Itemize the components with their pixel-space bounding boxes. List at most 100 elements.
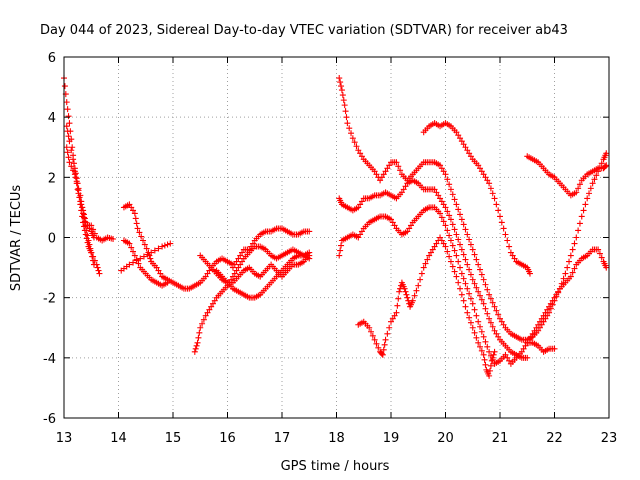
data-point-s15 — [469, 324, 476, 331]
data-point-s2 — [70, 156, 77, 163]
data-point-s12 — [438, 165, 445, 172]
data-point-s16 — [502, 231, 509, 238]
data-point-s18 — [547, 300, 554, 307]
data-point-s15 — [384, 330, 391, 337]
data-point-s1 — [65, 113, 72, 120]
data-point-s14 — [482, 338, 489, 345]
data-point-s6 — [135, 260, 142, 267]
data-point-s13 — [471, 280, 478, 287]
data-point-s15 — [478, 347, 485, 354]
data-point-s13 — [464, 261, 471, 268]
data-point-s16 — [509, 252, 516, 259]
data-point-s15 — [422, 260, 429, 267]
data-point-s14 — [444, 227, 451, 234]
data-point-s14 — [477, 323, 484, 330]
data-point-s17 — [573, 189, 580, 196]
data-point-s14 — [462, 280, 469, 287]
data-marks — [61, 75, 610, 379]
data-point-s12 — [603, 150, 610, 157]
data-point-s15 — [437, 234, 444, 241]
data-point-s13 — [480, 300, 487, 307]
data-point-s15 — [482, 361, 489, 368]
data-point-s15 — [462, 303, 469, 310]
data-point-s7 — [144, 251, 151, 258]
data-point-s2 — [65, 133, 72, 140]
data-point-s3 — [77, 192, 84, 199]
data-point-s16 — [455, 132, 462, 139]
data-point-s13 — [486, 315, 493, 322]
data-point-s8 — [194, 339, 201, 346]
data-point-s7 — [151, 247, 158, 254]
data-point-s16 — [475, 162, 482, 169]
data-point-s12 — [380, 171, 387, 178]
data-point-s18 — [527, 333, 534, 340]
data-point-s11 — [229, 264, 236, 271]
data-point-s11 — [235, 255, 242, 262]
data-point-s8 — [237, 261, 244, 268]
data-point-s15 — [402, 288, 409, 295]
data-point-s16 — [478, 168, 485, 175]
data-point-s12 — [344, 120, 351, 127]
data-point-s5 — [132, 215, 139, 222]
data-point-s14 — [478, 328, 485, 335]
data-point-s13 — [469, 276, 476, 283]
data-point-s5 — [204, 270, 211, 277]
data-point-s14 — [337, 247, 344, 254]
data-point-s14 — [486, 348, 493, 355]
data-point-s3 — [65, 154, 72, 161]
data-point-s12 — [357, 150, 364, 157]
data-point-s14 — [451, 247, 458, 254]
data-point-s18 — [596, 250, 603, 257]
data-point-s14 — [407, 222, 414, 229]
data-point-s14 — [458, 270, 465, 277]
data-point-s7 — [137, 255, 144, 262]
data-point-s4 — [88, 222, 95, 229]
data-point-s18 — [542, 309, 549, 316]
data-point-s3 — [90, 261, 97, 268]
data-point-s8 — [208, 303, 215, 310]
data-point-s15 — [491, 348, 498, 355]
data-point-s13 — [437, 195, 444, 202]
data-point-s3 — [87, 245, 94, 252]
data-point-s12 — [373, 171, 380, 178]
data-point-s13 — [478, 296, 485, 303]
data-point-s3 — [66, 159, 73, 166]
data-point-s14 — [389, 219, 396, 226]
data-point-s15 — [395, 295, 402, 302]
data-point-s14 — [473, 312, 480, 319]
data-point-s7 — [126, 261, 133, 268]
data-point-s7 — [159, 243, 166, 250]
data-point-s13 — [449, 221, 456, 228]
data-point-s14 — [404, 228, 411, 235]
data-point-s13 — [495, 333, 502, 340]
data-point-s12 — [498, 318, 505, 325]
data-point-s13 — [484, 310, 491, 317]
data-point-s14 — [442, 222, 449, 229]
y-tick-label: 4 — [48, 111, 56, 126]
data-point-s14 — [460, 275, 467, 282]
y-tick-label: -2 — [43, 292, 56, 307]
data-point-s15 — [446, 253, 453, 260]
data-point-s15 — [460, 297, 467, 304]
data-point-s15 — [444, 248, 451, 255]
data-point-s16 — [500, 225, 507, 232]
data-point-s12 — [487, 295, 494, 302]
data-point-s12 — [587, 185, 594, 192]
data-point-s15 — [379, 351, 386, 358]
data-point-s12 — [437, 162, 444, 169]
data-point-s18 — [549, 297, 556, 304]
data-point-s10 — [306, 249, 313, 256]
x-tick-label: 19 — [383, 431, 400, 446]
data-point-s3 — [90, 257, 97, 264]
data-point-s13 — [477, 292, 484, 299]
data-point-s7 — [140, 253, 147, 260]
x-tick-label: 16 — [219, 431, 236, 446]
data-point-s15 — [403, 291, 410, 298]
data-point-s12 — [393, 159, 400, 166]
data-point-s16 — [453, 129, 460, 136]
data-point-s12 — [569, 246, 576, 253]
data-point-s1 — [69, 144, 76, 151]
data-point-s13 — [451, 226, 458, 233]
data-point-s3 — [85, 237, 92, 244]
data-point-s14 — [475, 318, 482, 325]
